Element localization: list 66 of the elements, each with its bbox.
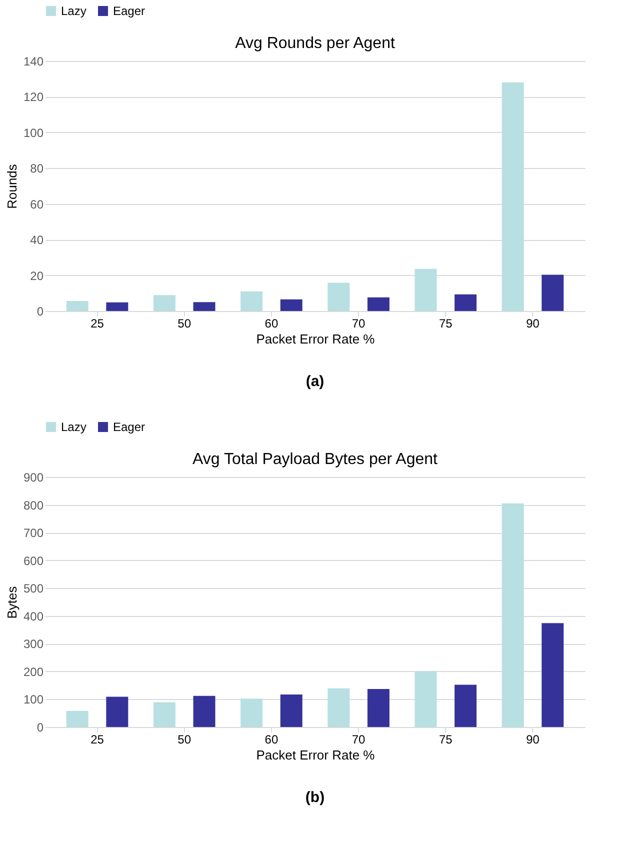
y-tick-label: 100 bbox=[23, 126, 44, 140]
y-axis-title: Bytes bbox=[4, 586, 20, 619]
x-tick-label: 25 bbox=[90, 732, 104, 746]
y-tick-label: 40 bbox=[30, 233, 44, 248]
y-tick-label: 20 bbox=[30, 268, 44, 283]
bar bbox=[193, 696, 216, 727]
x-axis-title: Packet Error Rate % bbox=[256, 332, 376, 346]
y-tick-label: 80 bbox=[30, 162, 44, 176]
legend-label: Eager bbox=[113, 420, 146, 434]
y-tick-label: 500 bbox=[23, 582, 44, 596]
x-tick-label: 60 bbox=[264, 732, 278, 746]
bar bbox=[367, 297, 390, 311]
chart-title: Avg Rounds per Agent bbox=[235, 35, 396, 52]
x-tick-label: 70 bbox=[352, 732, 366, 746]
y-tick-label: 140 bbox=[23, 54, 44, 68]
y-tick-label: 700 bbox=[23, 526, 44, 540]
bar bbox=[502, 503, 524, 727]
bar bbox=[367, 688, 390, 727]
bar bbox=[153, 702, 176, 727]
x-tick-label: 50 bbox=[178, 316, 192, 330]
x-tick-label: 60 bbox=[264, 316, 278, 330]
y-tick-label: 100 bbox=[23, 692, 44, 707]
bar bbox=[240, 698, 263, 727]
x-tick-label: 50 bbox=[178, 732, 192, 746]
y-tick-label: 300 bbox=[23, 637, 44, 652]
bar bbox=[66, 710, 88, 727]
x-tick-label: 90 bbox=[526, 732, 540, 746]
bar bbox=[542, 274, 564, 311]
bar bbox=[106, 302, 128, 311]
bar bbox=[414, 671, 437, 727]
y-tick-label: 0 bbox=[36, 720, 44, 734]
y-tick-label: 800 bbox=[23, 498, 44, 512]
x-tick-label: 70 bbox=[352, 316, 366, 330]
bar bbox=[502, 82, 524, 311]
y-tick-label: 200 bbox=[23, 664, 44, 679]
bar bbox=[328, 282, 350, 311]
y-tick-label: 600 bbox=[23, 554, 44, 568]
y-tick-label: 60 bbox=[30, 197, 44, 212]
legend-label: Lazy bbox=[61, 420, 86, 434]
bar bbox=[280, 694, 302, 727]
bar bbox=[454, 684, 477, 727]
y-tick-label: 0 bbox=[36, 304, 44, 318]
legend-label: Lazy bbox=[61, 4, 86, 18]
bar bbox=[153, 295, 176, 311]
bar bbox=[193, 302, 216, 311]
bar bbox=[106, 696, 128, 727]
x-tick-label: 75 bbox=[438, 732, 453, 746]
bar bbox=[454, 294, 477, 311]
text: (b) bbox=[305, 789, 325, 806]
bar bbox=[328, 688, 350, 727]
x-tick-label: 75 bbox=[438, 316, 453, 330]
y-axis-title: Rounds bbox=[4, 164, 20, 209]
y-tick-label: 400 bbox=[23, 609, 44, 624]
x-axis-title: Packet Error Rate % bbox=[256, 748, 376, 762]
legend-label: Eager bbox=[113, 4, 146, 18]
x-tick-label: 90 bbox=[526, 316, 540, 330]
y-tick-label: 900 bbox=[23, 470, 44, 484]
x-tick-label: 25 bbox=[90, 316, 104, 330]
text: (a) bbox=[306, 373, 324, 390]
y-tick-label: 120 bbox=[23, 90, 44, 104]
bar bbox=[66, 301, 88, 311]
bar bbox=[542, 623, 564, 727]
bar bbox=[280, 299, 302, 311]
chart-title: Avg Total Payload Bytes per Agent bbox=[192, 451, 438, 468]
bar bbox=[414, 268, 437, 311]
bar bbox=[240, 291, 263, 311]
